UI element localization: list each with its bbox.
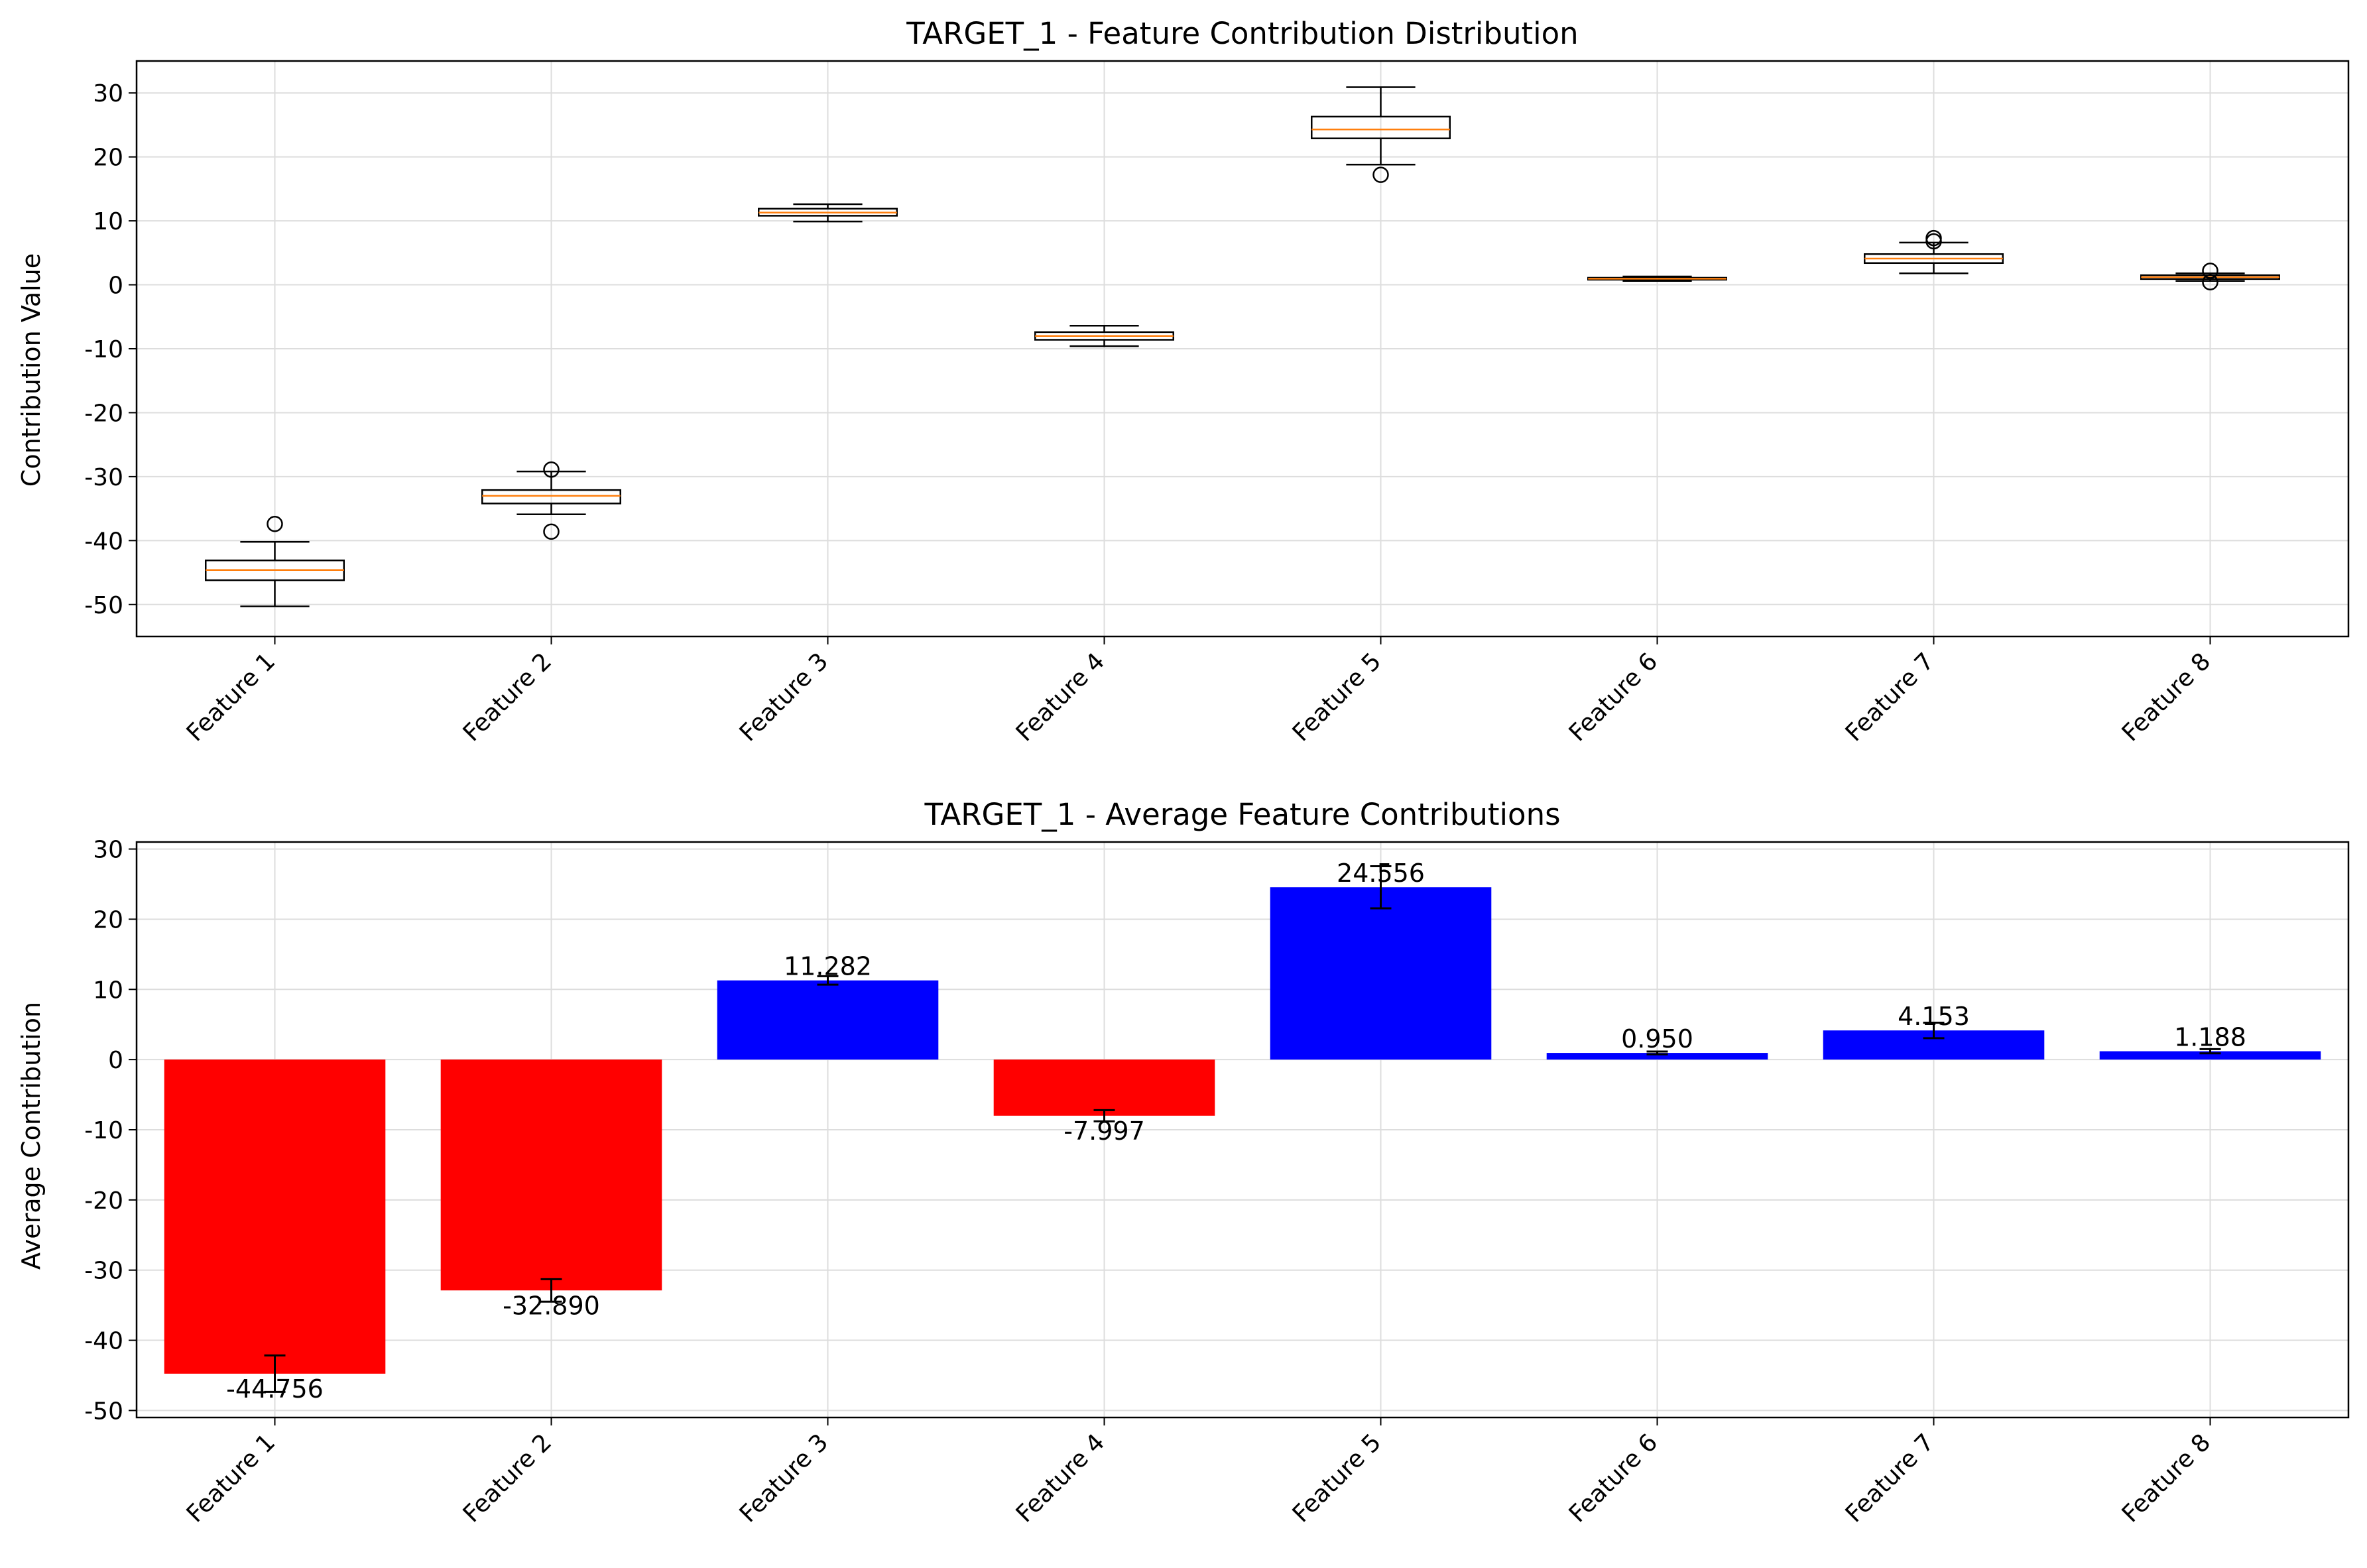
bar — [993, 1059, 1215, 1116]
x-tick-label: Feature 4 — [1011, 1429, 1110, 1528]
bar-value-label: 0.950 — [1621, 1024, 1693, 1054]
bar-chart-panel: TARGET_1 - Average Feature Contributions… — [17, 797, 2350, 1528]
y-tick-label: 30 — [93, 837, 123, 864]
bar-value-label: -7.997 — [1063, 1116, 1145, 1146]
box-plot-y-ticks: 30 20 10 0 -10 -20 -30 -40 -50 — [84, 80, 137, 619]
box-plot-grid — [137, 61, 2348, 636]
x-tick-label: Feature 6 — [1564, 1429, 1663, 1528]
bar — [1546, 1053, 1768, 1060]
y-tick-label: -30 — [84, 464, 123, 491]
box — [481, 489, 621, 505]
outlier-point — [543, 461, 560, 478]
bar-chart-frame — [135, 841, 2350, 1419]
x-tick-label: Feature 1 — [182, 1429, 280, 1528]
bar-chart-y-axis-label: Average Contribution — [17, 1002, 46, 1270]
x-tick-label: Feature 4 — [1011, 648, 1110, 747]
outlier-point — [2202, 274, 2218, 290]
x-tick-label: Feature 8 — [2117, 1429, 2216, 1528]
y-tick-label: -40 — [84, 1328, 123, 1355]
outlier-point — [1372, 166, 1389, 183]
bar-chart-marks: -44.756 -32.890 11.282 -7.997 24.556 0.950 4.1… — [164, 859, 2321, 1404]
x-tick-label: Feature 7 — [1841, 648, 1939, 747]
bar — [1270, 887, 1492, 1060]
y-tick-label: 10 — [93, 208, 123, 235]
y-tick-label: 0 — [108, 272, 123, 300]
bar-value-label: 11.282 — [784, 952, 872, 981]
x-tick-label: Feature 2 — [458, 1429, 557, 1528]
box-plot-title: TARGET_1 - Feature Contribution Distribu… — [906, 16, 1578, 51]
x-tick-label: Feature 6 — [1564, 648, 1663, 747]
outlier-point — [267, 516, 283, 532]
y-tick-label: -10 — [84, 336, 123, 363]
y-tick-label: -50 — [84, 592, 123, 619]
y-tick-label: 0 — [108, 1047, 123, 1074]
box-plot-x-ticks: Feature 1 Feature 2 Feature 3 Feature 4 Feat… — [182, 636, 2216, 747]
y-tick-label: 20 — [93, 906, 123, 934]
bar-value-label: -44.756 — [226, 1374, 324, 1404]
box-plot-y-axis-label: Contribution Value — [17, 253, 46, 487]
y-tick-label: -40 — [84, 528, 123, 555]
y-tick-label: 20 — [93, 145, 123, 172]
bar — [717, 980, 939, 1060]
outlier-point — [543, 523, 560, 540]
bar — [440, 1059, 662, 1291]
y-tick-label: -50 — [84, 1398, 123, 1425]
bar-value-label: -32.890 — [503, 1291, 600, 1320]
x-tick-label: Feature 1 — [182, 648, 280, 747]
outlier-point — [1925, 229, 1942, 247]
x-tick-label: Feature 7 — [1841, 1429, 1939, 1528]
y-tick-label: -20 — [84, 1187, 123, 1215]
box-plot-panel: TARGET_1 - Feature Contribution Distribu… — [17, 16, 2350, 747]
x-tick-label: Feature 3 — [735, 1429, 833, 1528]
y-tick-label: 10 — [93, 977, 123, 1004]
bar — [164, 1059, 386, 1374]
y-tick-label: -30 — [84, 1258, 123, 1285]
x-tick-label: Feature 3 — [735, 648, 833, 747]
box — [1311, 115, 1451, 139]
bar — [2099, 1051, 2321, 1060]
x-tick-label: Feature 5 — [1288, 1429, 1386, 1528]
bar-chart-title: TARGET_1 - Average Feature Contributions — [924, 797, 1560, 832]
outlier-point — [2202, 263, 2218, 279]
bar-chart-y-ticks: 30 20 10 0 -10 -20 -30 -40 -50 — [84, 837, 137, 1425]
x-tick-label: Feature 2 — [458, 648, 557, 747]
y-tick-label: -10 — [84, 1117, 123, 1144]
box-plot-frame — [135, 60, 2350, 638]
y-tick-label: -20 — [84, 400, 123, 427]
x-tick-label: Feature 5 — [1288, 648, 1386, 747]
bar-chart-x-ticks: Feature 1 Feature 2 Feature 3 Feature 4 Feat… — [182, 1417, 2216, 1528]
y-tick-label: 30 — [93, 80, 123, 107]
bar-value-label: 1.188 — [2174, 1023, 2246, 1052]
bar-value-label: 24.556 — [1337, 859, 1425, 888]
bar-value-label: 4.153 — [1898, 1002, 1970, 1031]
box-plot-marks — [205, 86, 2280, 607]
x-tick-label: Feature 8 — [2117, 648, 2216, 747]
